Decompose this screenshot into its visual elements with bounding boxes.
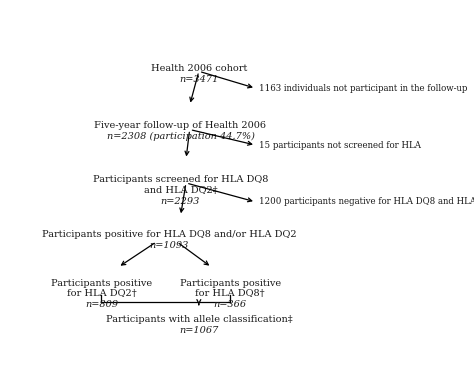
Text: 1200 participants negative for HLA DQ8 and HLA DQ2: 1200 participants negative for HLA DQ8 a… <box>259 197 474 207</box>
Text: Participants screened for HLA DQ8: Participants screened for HLA DQ8 <box>93 175 268 184</box>
Text: Health 2006 cohort: Health 2006 cohort <box>151 64 247 73</box>
Text: and HLA DQ2‡: and HLA DQ2‡ <box>144 186 217 195</box>
Text: n=2293: n=2293 <box>161 197 200 206</box>
Text: n=1067: n=1067 <box>179 325 219 335</box>
Text: for HLA DQ8†: for HLA DQ8† <box>195 290 265 299</box>
Text: n=809: n=809 <box>85 300 118 309</box>
Text: Participants positive: Participants positive <box>180 279 281 288</box>
Text: Participants with allele classification‡: Participants with allele classification‡ <box>106 315 292 324</box>
Text: n=1093: n=1093 <box>150 241 189 250</box>
Text: n=3471: n=3471 <box>179 75 219 84</box>
Text: Participants positive: Participants positive <box>51 279 152 288</box>
Text: n=2308 (participation 44.7%): n=2308 (participation 44.7%) <box>107 132 255 141</box>
Text: n=366: n=366 <box>213 300 246 309</box>
Text: Participants positive for HLA DQ8 and/or HLA DQ2: Participants positive for HLA DQ8 and/or… <box>42 230 297 239</box>
Text: for HLA DQ2†: for HLA DQ2† <box>67 290 137 299</box>
Text: 1163 individuals not participant in the follow-up: 1163 individuals not participant in the … <box>259 84 468 93</box>
Text: 15 participants not screened for HLA: 15 participants not screened for HLA <box>259 141 421 150</box>
Text: Five-year follow-up of Health 2006: Five-year follow-up of Health 2006 <box>94 121 266 130</box>
